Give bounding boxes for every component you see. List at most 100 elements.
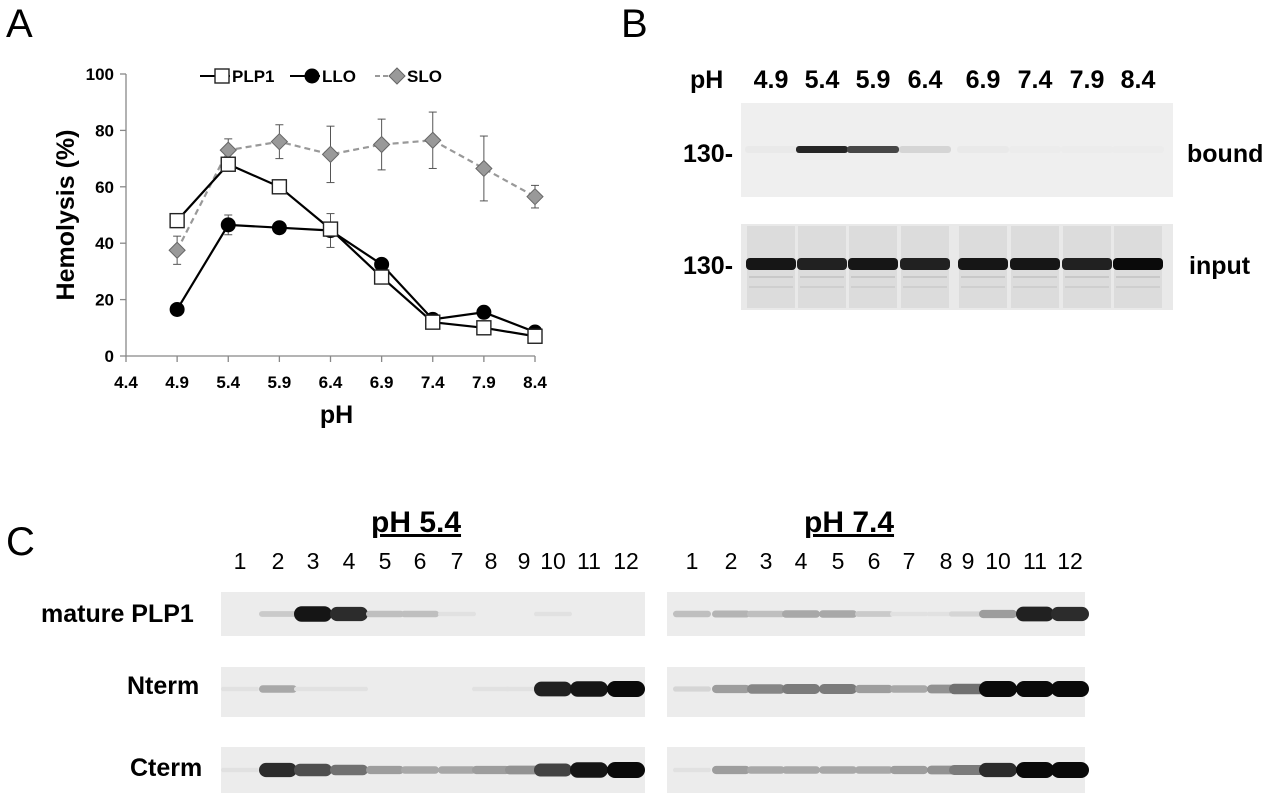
x-tick-label: 8.4 — [523, 373, 547, 392]
band-fraction — [438, 611, 476, 617]
blot-input — [741, 224, 1173, 310]
band-input — [900, 258, 950, 270]
data-point-llo — [476, 304, 492, 320]
band-fraction — [294, 606, 332, 622]
fraction-number-ph74: 10 — [985, 548, 1011, 574]
data-point-plp1 — [271, 179, 288, 195]
band-bound — [957, 146, 1009, 153]
legend-marker-slo — [388, 67, 406, 85]
fraction-number-ph74: 11 — [1023, 548, 1047, 574]
legend-entry-plp1: PLP1 — [200, 67, 275, 86]
fraction-number-ph74: 1 — [685, 548, 699, 574]
data-point-plp1 — [169, 212, 185, 229]
band-fraction — [259, 611, 297, 617]
mw-marker-input: 130- — [683, 252, 734, 280]
fraction-number-ph74: 3 — [759, 548, 773, 574]
band-fraction — [712, 765, 750, 775]
band-fraction — [819, 684, 857, 694]
lane-label-ph: 6.9 — [965, 66, 1001, 94]
lane-label-ph: 7.9 — [1069, 66, 1105, 94]
lane-label-ph: 7.4 — [1017, 66, 1053, 94]
series-slo — [168, 111, 544, 265]
data-point-plp1 — [476, 320, 492, 336]
fraction-number-ph74: 6 — [867, 548, 881, 574]
fraction-number-ph54: 12 — [613, 548, 639, 574]
blot-label-bound: bound — [1187, 140, 1264, 168]
band-input — [1010, 258, 1060, 270]
band-fraction — [979, 762, 1017, 778]
band-fraction — [782, 610, 820, 618]
band-fraction — [221, 767, 259, 773]
x-tick-label: 6.4 — [319, 373, 343, 392]
series-plp1 — [169, 156, 543, 344]
band-fraction — [949, 611, 987, 617]
blot-nterm-ph54 — [221, 667, 645, 717]
fraction-number-ph54: 5 — [378, 548, 392, 574]
band-fraction — [330, 686, 368, 692]
x-tick-label: 4.9 — [165, 373, 189, 392]
legend-entry-llo: LLO — [290, 67, 356, 86]
fraction-number-ph54: 6 — [413, 548, 427, 574]
legend-marker-plp1 — [214, 68, 230, 84]
band-fraction — [472, 765, 510, 775]
data-point-llo — [220, 217, 236, 233]
y-tick-label: 40 — [95, 234, 114, 253]
x-axis-label: pH — [320, 401, 353, 429]
band-input — [1062, 258, 1112, 270]
minor-band — [749, 286, 793, 288]
data-point-plp1 — [527, 328, 543, 344]
fraction-number-ph54: 7 — [450, 548, 464, 574]
band-fraction — [747, 610, 785, 618]
y-tick-label: 60 — [95, 178, 114, 197]
band-fraction — [330, 764, 368, 776]
blot-cterm-ph54 — [221, 747, 645, 793]
blot-cterm-ph74 — [667, 747, 1089, 793]
band-fraction — [534, 763, 572, 777]
band-fraction — [438, 766, 476, 774]
data-point-llo — [271, 220, 287, 236]
fraction-number-ph54: 2 — [271, 548, 285, 574]
band-fraction — [534, 611, 572, 617]
band-fraction — [949, 765, 987, 775]
minor-band — [961, 276, 1005, 278]
y-tick-label: 0 — [105, 347, 114, 366]
band-fraction — [570, 681, 608, 697]
band-bound — [1009, 146, 1061, 153]
band-fraction — [1016, 681, 1054, 697]
fraction-number-ph54: 1 — [233, 548, 247, 574]
series-llo — [169, 213, 543, 340]
band-fraction — [782, 766, 820, 774]
band-fraction — [570, 762, 608, 778]
band-bound — [1061, 146, 1113, 153]
band-fraction — [1051, 681, 1089, 697]
data-point-plp1 — [373, 269, 390, 285]
data-point-slo — [475, 159, 493, 178]
y-tick-label: 80 — [95, 121, 114, 140]
band-fraction — [712, 610, 750, 618]
x-tick-label: 7.9 — [472, 373, 496, 392]
band-fraction — [1016, 762, 1054, 778]
minor-band — [961, 286, 1005, 288]
series-line-llo — [176, 223, 536, 334]
minor-band — [800, 286, 844, 288]
fraction-title-ph54: pH 5.4 — [371, 506, 462, 539]
row-label-nterm: Nterm — [127, 672, 200, 700]
row-label-cterm: Cterm — [130, 754, 203, 782]
band-fraction — [259, 762, 297, 778]
fraction-number-ph74: 5 — [831, 548, 845, 574]
band-fraction — [673, 767, 711, 773]
row-label-mature: mature PLP1 — [41, 600, 194, 628]
data-point-slo — [321, 145, 340, 164]
minor-band — [1065, 286, 1109, 288]
data-point-llo — [169, 301, 185, 317]
band-fraction — [855, 611, 893, 617]
band-fraction — [712, 684, 750, 694]
minor-band — [851, 286, 895, 288]
band-fraction — [330, 606, 368, 622]
band-bound — [1112, 146, 1164, 153]
legend-label-llo: LLO — [322, 67, 356, 86]
hemolysis-line-chart: 0 20 40 60 80 100 4.4 4.9 5.4 5.9 6.4 6.9 7.4 7.9 8.4 p… — [52, 65, 547, 429]
ph-row-label: pH — [690, 66, 724, 94]
fraction-number-ph54: 3 — [306, 548, 320, 574]
